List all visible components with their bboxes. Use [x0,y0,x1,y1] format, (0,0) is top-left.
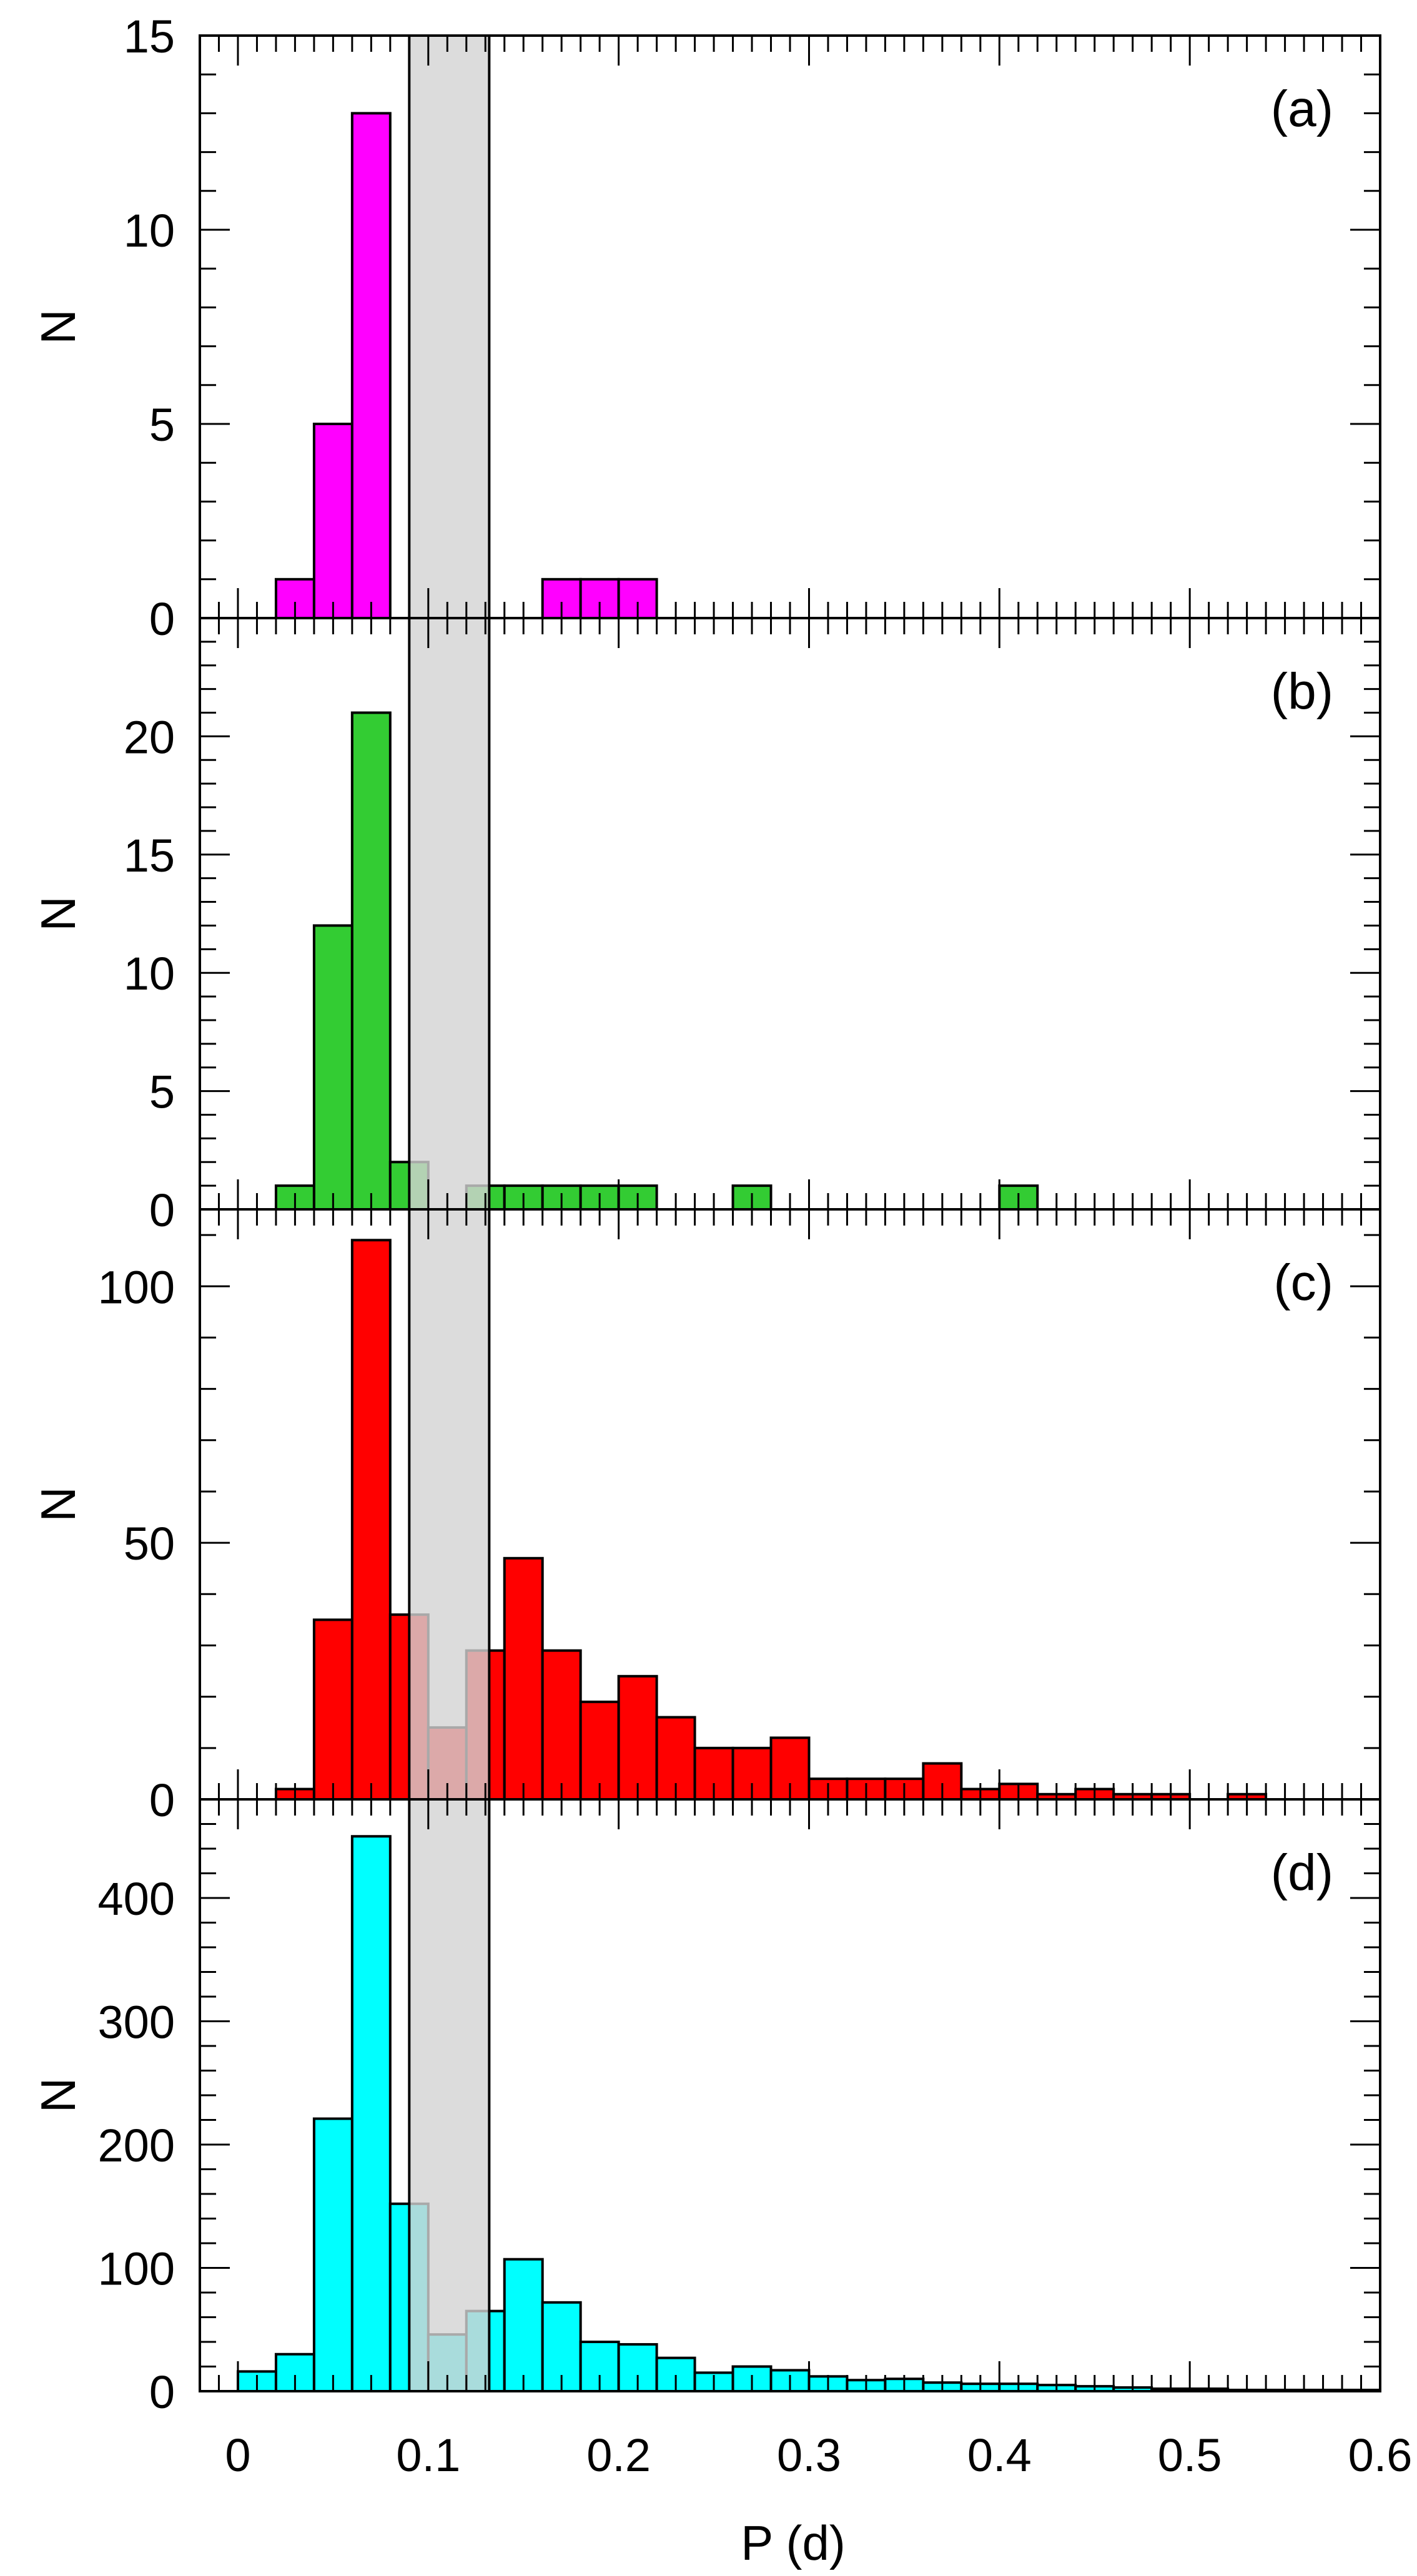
panel-b: 0 5 10 15 20 N (b) [31,617,1381,1236]
y-tick-label: 0 [149,1774,175,1826]
x-axis-label: P (d) [741,2515,846,2570]
period-gap-band [409,36,490,618]
period-gap-band [409,1209,490,1799]
histogram-bar [312,924,353,1211]
histogram-bar [350,1239,392,1801]
y-axis-label: N [31,2078,86,2113]
y-axis-label: N [31,1487,86,1522]
y-axis-label: N [31,896,86,931]
histogram-bar [617,1674,658,1801]
panel-label: (b) [1271,663,1333,720]
y-tick-label: 20 [124,711,175,763]
x-tick-label: 0.3 [777,2429,841,2481]
x-tick-label: 0.5 [1158,2429,1222,2481]
histogram-bar [274,578,315,619]
y-tick-label: 400 [98,1873,175,1925]
x-tick-label: 0.2 [586,2429,651,2481]
histogram-bar [312,2117,353,2392]
y-tick-label: 0 [149,593,175,645]
histogram-bar [579,1700,620,1801]
x-tick-label: 0.4 [967,2429,1032,2481]
panels-group: 0 5 10 15 N (a) 0 5 10 15 20 N (b) 0 50 100 N (c) 0 100 200 3… [31,11,1412,2481]
histogram-bar [312,423,353,619]
panel-d: 0 100 200 300 400 N (d) [31,1798,1381,2418]
y-tick-label: 10 [124,205,175,257]
histogram-bar [503,1556,544,1801]
period-gap-band [409,1799,490,2391]
y-tick-label: 5 [149,399,175,451]
y-tick-label: 10 [124,948,175,1000]
y-tick-label: 200 [98,2120,175,2171]
panel-c: 0 50 100 N (c) [31,1208,1381,1826]
y-tick-label: 0 [149,2366,175,2418]
y-tick-label: 0 [149,1184,175,1236]
histogram-bar [350,711,392,1211]
x-tick-label: 0.1 [396,2429,460,2481]
panel-label: (a) [1271,81,1333,137]
y-axis-label: N [31,309,86,344]
histogram-bar [312,1618,353,1801]
y-tick-label: 100 [98,1261,175,1313]
y-tick-label: 15 [124,830,175,882]
y-tick-label: 50 [124,1518,175,1570]
histogram-bar [350,1835,392,2392]
panel-label: (d) [1271,1844,1333,1901]
panel-label: (c) [1273,1254,1333,1311]
y-tick-label: 15 [124,11,175,62]
y-tick-label: 300 [98,1997,175,2048]
x-tick-label: 0 [225,2429,250,2481]
histogram-bar [541,1649,582,1801]
panel-a: 0 5 10 15 N (a) [31,11,1381,645]
y-tick-label: 5 [149,1066,175,1118]
histogram-bar [503,2258,544,2393]
y-tick-label: 100 [98,2243,175,2295]
x-tick-label: 0.6 [1348,2429,1413,2481]
period-gap-band [409,618,490,1209]
histogram-bar [350,112,392,619]
